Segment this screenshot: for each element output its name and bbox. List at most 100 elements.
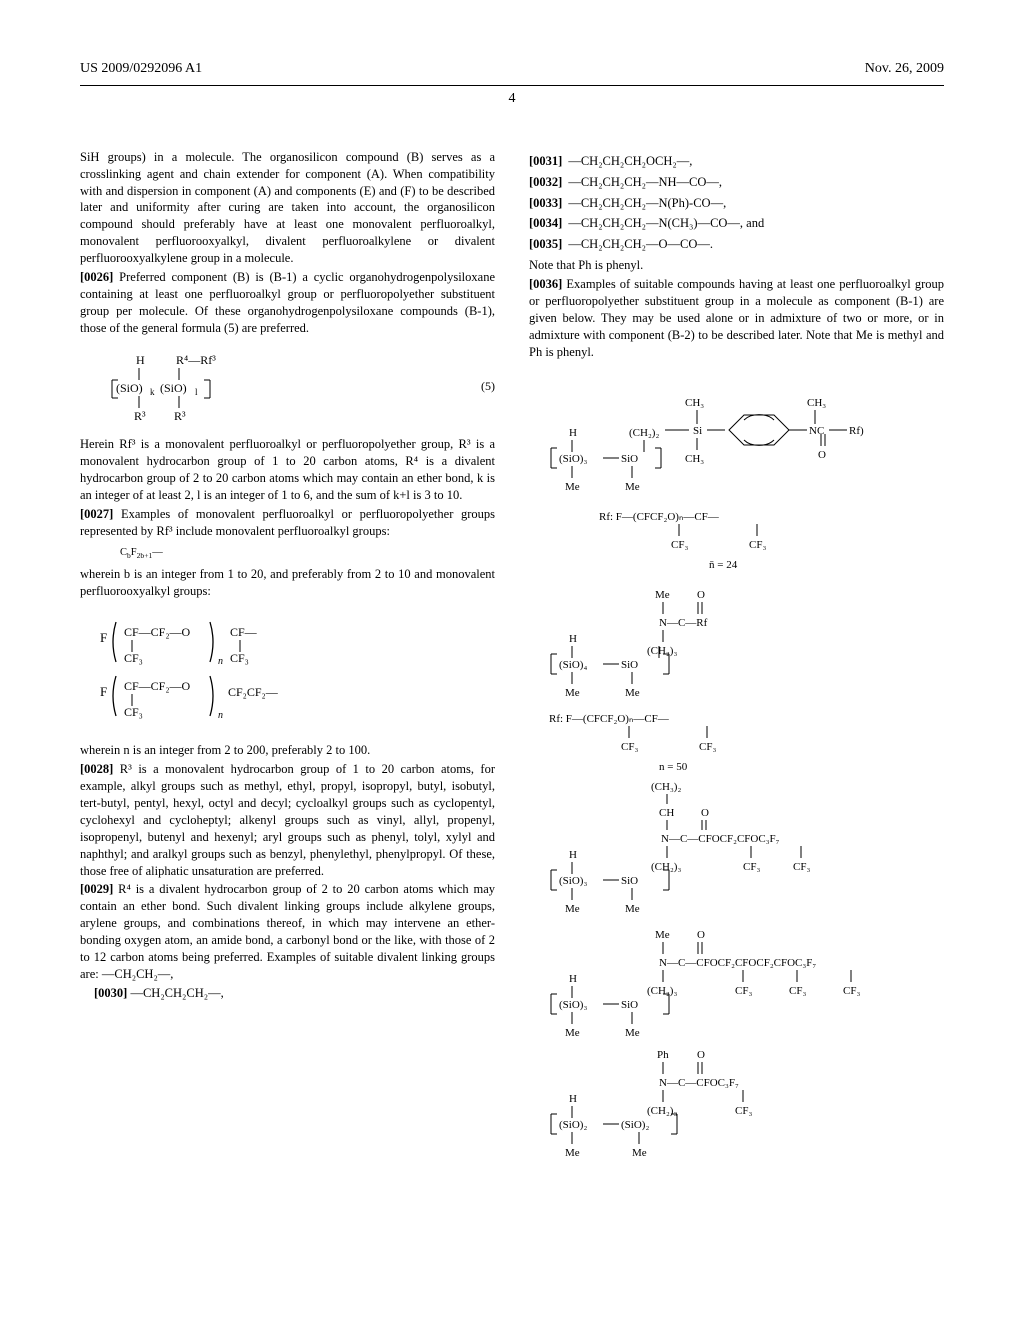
para-number: [0029] [80,882,113,896]
svg-text:F: F [100,684,107,699]
svg-text:Rf): Rf) [849,425,864,437]
svg-text:N—C—Rf: N—C—Rf [659,617,708,629]
item-text: —CH₂CH₂CH₂—N(CH₃)—CO—, and [568,216,764,230]
page-number: 4 [80,90,944,109]
svg-text:CH₃: CH₃ [807,397,826,409]
body-text: [0027] Examples of monovalent perfluoroa… [80,506,495,540]
body-text: wherein n is an integer from 2 to 200, p… [80,742,495,759]
body-text: [0028] R³ is a monovalent hydrocarbon gr… [80,761,495,879]
svg-text:k: k [150,387,155,397]
formula-fcf: F CF—CF₂—O CF₃ n CF— CF₃ F CF—CF₂—O CF₃ [100,614,360,724]
left-column: SiH groups) in a molecule. The organosil… [80,149,495,1126]
svg-text:H: H [569,973,577,985]
svg-text:CF₃: CF₃ [671,539,688,551]
para-body: —CH₂CH₂CH₂—, [130,986,223,1000]
svg-text:Me: Me [565,1027,580,1039]
svg-text:H: H [136,353,145,367]
svg-text:O: O [697,929,705,941]
svg-text:(SiO)₂: (SiO)₂ [559,1119,587,1131]
item-text: —CH₂CH₂CH₂—N(Ph)-CO—, [568,196,726,210]
svg-text:(CH₂)₂: (CH₂)₂ [629,427,659,439]
svg-text:H: H [569,633,577,645]
patent-number: US 2009/0292096 A1 [80,60,202,79]
svg-text:n: n [218,710,223,721]
item-text: —CH₂CH₂CH₂—NH—CO—, [568,175,722,189]
para-body: Preferred component (B) is (B-1) a cycli… [80,270,495,335]
svg-text:O: O [701,807,709,819]
body-text: [0029] R⁴ is a divalent hydrocarbon grou… [80,881,495,982]
svg-text:(CH₂)₃: (CH₂)₃ [647,985,677,997]
svg-text:CF₃: CF₃ [621,741,638,753]
formula-5-structure: H R⁴—Rf³ (SiO) k (SiO) l R³ [110,350,260,422]
svg-text:n: n [218,656,223,667]
svg-text:CH: CH [659,807,674,819]
rf-def: Rf: F—(CFCF₂O)ₙ—CF— [599,511,720,523]
svg-text:R³: R³ [174,409,186,423]
svg-text:SiO: SiO [621,875,638,887]
svg-text:CF₂CF₂—: CF₂CF₂— [228,685,279,699]
svg-text:(SiO): (SiO) [116,381,143,395]
para-body: Examples of suitable compounds having at… [529,277,944,359]
para-body: Examples of monovalent perfluoroalkyl or… [80,507,495,538]
svg-text:Me: Me [625,903,640,915]
item-text: —CH₂CH₂CH₂OCH₂—, [568,154,692,168]
svg-text:H: H [569,1093,577,1105]
right-column: [0031]—CH₂CH₂CH₂OCH₂—, [0032] —CH₂CH₂CH₂—… [529,149,944,1126]
svg-text:Me: Me [565,687,580,699]
list-item: [0035]—CH₂CH₂CH₂—O—CO—. [529,236,944,253]
list-item: [0033]—CH₂CH₂CH₂—N(Ph)-CO—, [529,195,944,212]
svg-text:O: O [818,449,826,461]
svg-text:O: O [697,589,705,601]
para-number: [0026] [80,270,113,284]
svg-text:CF₃: CF₃ [843,985,860,997]
svg-text:CF₃: CF₃ [735,985,752,997]
body-text: [0036] Examples of suitable compounds ha… [529,276,944,360]
svg-text:CF₃: CF₃ [124,651,143,665]
svg-text:CF₃: CF₃ [793,861,810,873]
formula-5: H R⁴—Rf³ (SiO) k (SiO) l R³ [110,350,495,422]
svg-text:(SiO)₄: (SiO)₄ [559,659,587,671]
page-header: US 2009/0292096 A1 Nov. 26, 2009 [80,60,944,86]
svg-text:(CH₂)₃: (CH₂)₃ [647,645,677,657]
svg-text:SiO: SiO [621,659,638,671]
svg-text:R³: R³ [134,409,146,423]
svg-text:N—C—CFOCF₂CFOCF₂CFOC₃F₇: N—C—CFOCF₂CFOCF₂CFOC₃F₇ [659,957,816,969]
body-text: SiH groups) in a molecule. The organosil… [80,149,495,267]
svg-text:CH₃: CH₃ [685,453,704,465]
para-body: R³ is a monovalent hydrocarbon group of … [80,762,495,877]
svg-text:Me: Me [565,481,580,493]
svg-text:Me: Me [625,481,640,493]
svg-text:Me: Me [565,1147,580,1159]
svg-text:N—C—CFOC₃F₇: N—C—CFOC₃F₇ [659,1077,739,1089]
body-text: wherein b is an integer from 1 to 20, an… [80,566,495,600]
svg-text:SiO: SiO [621,999,638,1011]
svg-text:Me: Me [655,929,670,941]
svg-text:SiO: SiO [621,453,638,465]
svg-text:Me: Me [625,687,640,699]
svg-text:CF₃: CF₃ [789,985,806,997]
linking-group-list: [0031]—CH₂CH₂CH₂OCH₂—, [0032] —CH₂CH₂CH₂—… [529,153,944,253]
formula-number: (5) [481,378,495,394]
svg-text:(CH₂)₃: (CH₂)₃ [651,861,681,873]
para-number: [0032] [529,175,562,189]
compound-structures: H (CH₂)₂ (SiO)₃ SiO Me Me [529,380,939,1120]
svg-text:(CH₃)₂: (CH₃)₂ [651,781,681,793]
list-item: [0031]—CH₂CH₂CH₂OCH₂—, [529,153,944,170]
svg-text:n̄ = 24: n̄ = 24 [709,559,738,571]
para-number: [0028] [80,762,113,776]
item-text: —CH₂CH₂CH₂—O—CO—. [568,237,713,251]
svg-text:CF—CF₂—O: CF—CF₂—O [124,625,191,639]
svg-text:CF₃: CF₃ [124,705,143,719]
svg-text:(SiO)₃: (SiO)₃ [559,999,587,1011]
svg-text:(SiO)₃: (SiO)₃ [559,875,587,887]
svg-text:(SiO): (SiO) [160,381,187,395]
svg-text:CF—CF₂—O: CF—CF₂—O [124,679,191,693]
patent-date: Nov. 26, 2009 [865,60,944,79]
para-number: [0030] [94,986,127,1000]
svg-text:NC: NC [809,425,824,437]
svg-text:N—C—CFOCF₂CFOC₃F₇: N—C—CFOCF₂CFOC₃F₇ [661,833,780,845]
note-text: Note that Ph is phenyl. [529,257,944,274]
list-item: [0034]—CH₂CH₂CH₂—N(CH₃)—CO—, and [529,215,944,232]
formula-cb: CbF2b+1— [120,546,495,560]
svg-text:CF₃: CF₃ [699,741,716,753]
